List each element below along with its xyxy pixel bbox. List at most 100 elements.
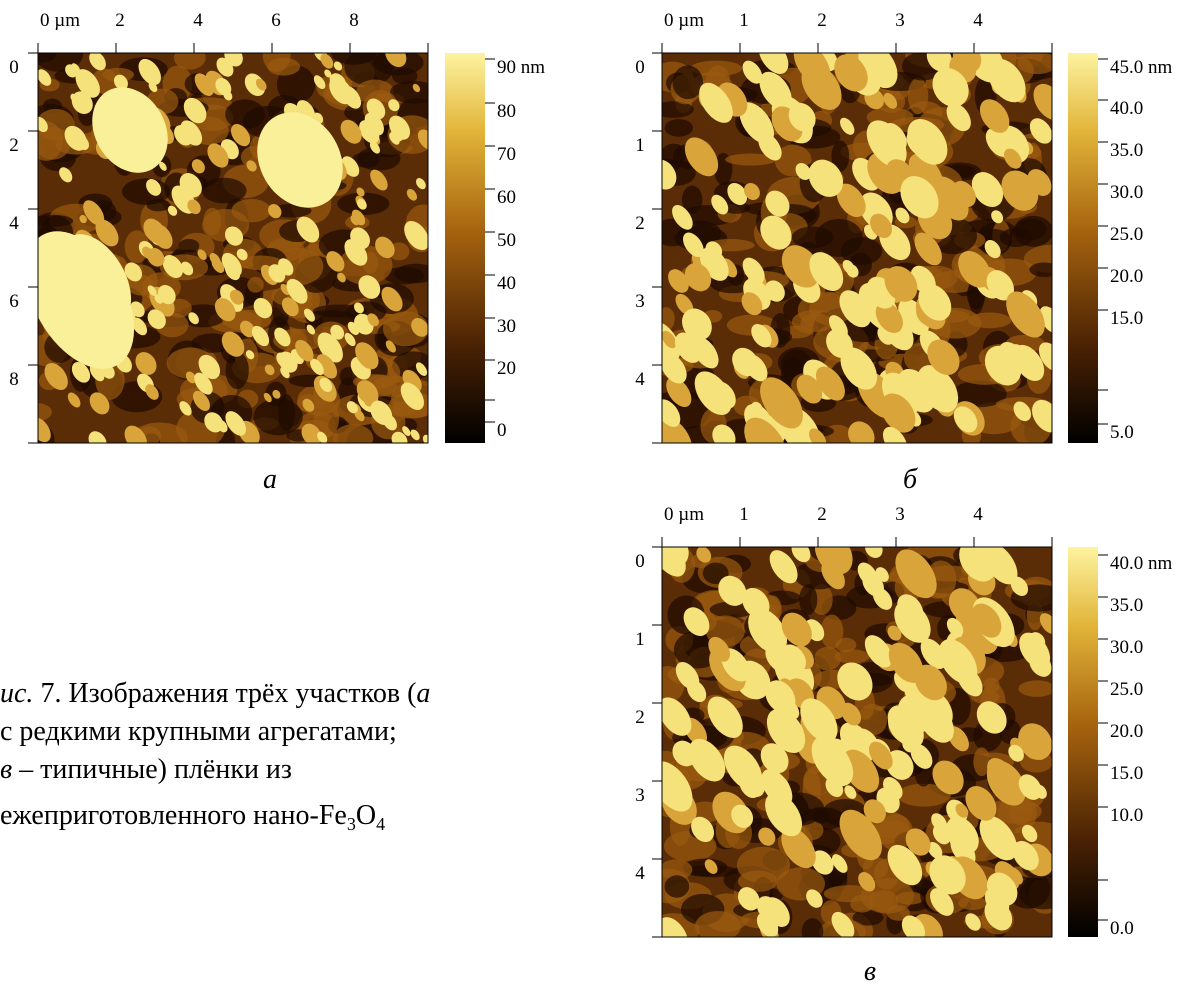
colorbar-label: 40.0 (1110, 98, 1143, 119)
y-tick-label: 2 (9, 135, 19, 156)
colorbar-label: 25.0 (1110, 679, 1143, 700)
afm-image (640, 31, 1079, 476)
y-tick-label: 4 (9, 213, 19, 234)
texture (34, 215, 74, 227)
caption-text: в (0, 754, 12, 785)
y-tick-label: 2 (635, 707, 645, 728)
colorbar-label: 35.0 (1110, 140, 1143, 161)
colorbar-label: 30 (497, 316, 516, 337)
afm-panel: 0 µm12340123440.0 nm35.030.025.020.015.0… (635, 504, 1172, 987)
texture (673, 65, 704, 99)
colorbar-label: 90 nm (497, 57, 545, 78)
caption: ис. 7. Изображения трёх участков (а с ре… (0, 678, 430, 834)
y-tick-label: 4 (635, 863, 645, 884)
texture (792, 227, 834, 249)
colorbar-label: 20.0 (1110, 721, 1143, 742)
caption-text: O (356, 800, 376, 831)
afm-panel: 0 µm24680246890 nm807060504030200а (4, 10, 546, 495)
colorbar-label: 80 (497, 101, 516, 122)
texture (665, 875, 690, 897)
x-tick-label: 1 (739, 504, 749, 525)
colorbar-label: 70 (497, 144, 516, 165)
y-tick-label: 0 (635, 551, 645, 572)
caption-text: 3 (347, 814, 356, 834)
colorbar (1068, 53, 1098, 443)
colorbar-label: 20 (497, 358, 516, 379)
x-tick-label: 4 (973, 10, 983, 31)
y-tick-label: 1 (635, 135, 645, 156)
x-tick-label: 2 (817, 10, 827, 31)
colorbar-label: 0.0 (1110, 918, 1134, 939)
x-tick-label: 6 (271, 10, 281, 31)
y-tick-label: 6 (9, 291, 19, 312)
texture (802, 918, 824, 945)
texture (1018, 680, 1055, 696)
texture (1015, 219, 1047, 241)
texture (122, 178, 170, 204)
colorbar-label: 25.0 (1110, 224, 1143, 245)
x-tick-label: 0 µm (40, 10, 80, 31)
texture (1019, 879, 1068, 909)
colorbar-label: 30.0 (1110, 182, 1143, 203)
y-tick-label: 2 (635, 213, 645, 234)
colorbar-label: 10.0 (1110, 805, 1143, 826)
x-tick-label: 0 µm (664, 504, 704, 525)
y-tick-label: 3 (635, 291, 645, 312)
texture (1029, 262, 1059, 277)
x-tick-label: 3 (895, 10, 905, 31)
colorbar-label: 0 (497, 420, 507, 441)
x-tick-label: 4 (973, 504, 983, 525)
figure: 0 µm24680246890 nm807060504030200а0 µm12… (0, 0, 1190, 987)
panel-letter: б (903, 464, 918, 495)
texture (226, 352, 249, 389)
y-tick-label: 3 (635, 785, 645, 806)
x-tick-label: 1 (739, 10, 749, 31)
caption-text: 4 (376, 814, 385, 834)
caption-text: 7. Изображения трёх участков ( (33, 678, 416, 709)
caption-line: в – типичные) плёнки из (0, 754, 292, 785)
colorbar-label: 45.0 nm (1110, 57, 1173, 78)
y-tick-label: 0 (635, 57, 645, 78)
colorbar-label: 15.0 (1110, 763, 1143, 784)
caption-text: а (416, 678, 430, 709)
caption-line: ежеприготовленного нано-Fe3O4 (0, 800, 385, 834)
x-tick-label: 8 (349, 10, 359, 31)
caption-text: – типичные) плёнки из (12, 754, 292, 785)
colorbar-label: 15.0 (1110, 308, 1143, 329)
colorbar-label: 35.0 (1110, 595, 1143, 616)
texture (225, 99, 265, 129)
colorbar-label: 30.0 (1110, 637, 1143, 658)
colorbar-label: 20.0 (1110, 266, 1143, 287)
caption-text: ис. (0, 678, 33, 709)
y-tick-label: 4 (635, 369, 645, 390)
texture (665, 119, 693, 137)
x-tick-label: 0 µm (664, 10, 704, 31)
afm-image (4, 35, 442, 456)
y-tick-label: 8 (9, 369, 19, 390)
colorbar-label: 40.0 nm (1110, 553, 1173, 574)
texture (267, 58, 300, 76)
texture (834, 649, 869, 663)
colorbar (445, 53, 485, 443)
colorbar-label: 5.0 (1110, 422, 1134, 443)
caption-text: ежеприготовленного нано-Fe (0, 800, 347, 831)
panel-letter: в (864, 956, 876, 987)
texture (908, 78, 928, 114)
texture (333, 424, 373, 453)
x-tick-label: 2 (115, 10, 125, 31)
colorbar-label: 50 (497, 230, 516, 251)
panel-letter: а (263, 464, 277, 495)
afm-panel: 0 µm 1 2 3 4 0 1 2 3 4 45.0 nm 40.0 35.0 30.0 25.0 20.0… (635, 10, 1172, 495)
colorbar-label: 60 (497, 187, 516, 208)
texture (247, 277, 263, 293)
y-tick-label: 0 (9, 57, 19, 78)
texture (253, 399, 302, 436)
texture (799, 584, 817, 615)
x-tick-label: 3 (895, 504, 905, 525)
caption-line: ис. 7. Изображения трёх участков (а (0, 678, 430, 709)
colorbar (1068, 547, 1098, 937)
caption-line: с редкими крупными агрегатами; (0, 716, 397, 747)
x-tick-label: 2 (817, 504, 827, 525)
caption-text: с редкими крупными агрегатами; (0, 716, 397, 747)
